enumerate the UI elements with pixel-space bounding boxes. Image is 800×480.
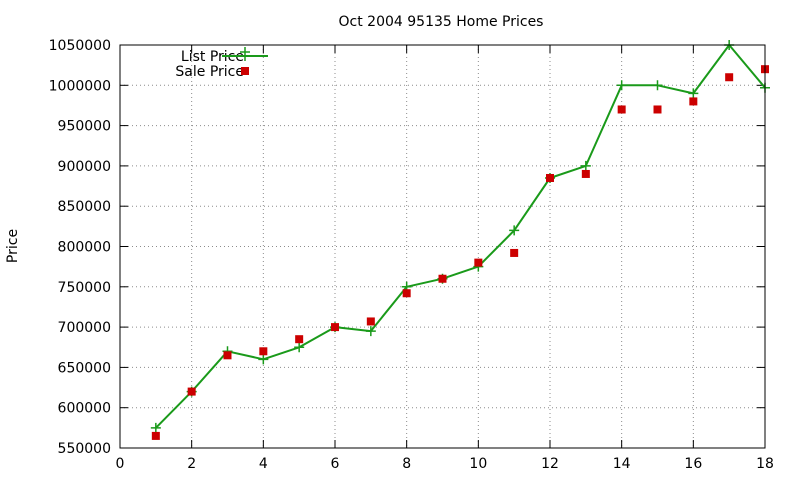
sale-price-point: [617, 105, 626, 114]
sale-price-point: [151, 431, 160, 440]
list-price-point: [258, 354, 269, 365]
x-tick-label: 0: [116, 456, 125, 472]
list-price-point: [616, 80, 627, 91]
x-tick-label: 10: [469, 456, 487, 472]
legend-marker-list-price: [240, 47, 250, 61]
y-tick-label: 850000: [58, 199, 111, 215]
legend-marker-sale-price: [241, 67, 249, 75]
x-tick-label: 12: [541, 456, 559, 472]
sale-price-point: [187, 387, 196, 396]
sale-price-point: [223, 351, 232, 360]
x-tick-label: 2: [187, 456, 196, 472]
y-tick-label: 550000: [58, 441, 111, 457]
sale-price-point: [510, 248, 519, 257]
y-tick-label: 750000: [58, 280, 111, 296]
series-group: [150, 40, 770, 440]
axis-ticks: 550000 600000 650000 700000 750000 800000 8500…: [49, 38, 774, 472]
x-tick-label: 14: [613, 456, 631, 472]
y-tick-label: 600000: [58, 401, 111, 417]
x-tick-label: 8: [402, 456, 411, 472]
x-tick-label: 6: [331, 456, 340, 472]
y-tick-label: 1050000: [49, 38, 111, 54]
sale-price-point: [295, 335, 304, 344]
sale-price-point: [653, 105, 662, 114]
y-tick-label: 650000: [58, 360, 111, 376]
list-price-point: [294, 342, 305, 353]
x-tick-label: 16: [684, 456, 702, 472]
list-price-point: [150, 422, 161, 433]
grid-lines: [120, 45, 765, 448]
sale-price-point: [331, 323, 339, 332]
y-tick-label: 1000000: [49, 78, 111, 94]
sale-price-point: [474, 258, 483, 267]
legend-label-list-price: List Price: [181, 49, 244, 65]
plot-frame: [119, 44, 766, 449]
list-price-point: [688, 88, 699, 99]
list-price-line: [155, 44, 766, 429]
sale-price-point: [581, 169, 590, 178]
list-price-point: [580, 160, 591, 171]
sale-price-point: [259, 347, 268, 356]
y-tick-label: 800000: [58, 240, 111, 256]
sale-price-point: [546, 173, 554, 182]
x-tick-label: 4: [259, 456, 268, 472]
sale-price-point: [689, 97, 698, 106]
y-tick-label: 900000: [58, 159, 111, 175]
legend-label-sale-price: Sale Price: [175, 64, 244, 80]
y-axis-label: Price: [5, 229, 21, 263]
sale-price-point: [438, 274, 447, 283]
list-price-point: [509, 225, 520, 236]
y-tick-label: 950000: [58, 119, 111, 135]
x-tick-label: 18: [756, 456, 774, 472]
sale-price-point: [402, 289, 411, 298]
sale-price-point: [725, 73, 734, 82]
legend: List Price Sale Price: [175, 47, 268, 80]
list-price-point: [365, 326, 376, 337]
y-tick-label: 700000: [58, 320, 111, 336]
sale-price-point: [366, 317, 375, 326]
chart-title: Oct 2004 95135 Home Prices: [339, 14, 544, 30]
list-price-point: [652, 80, 663, 91]
